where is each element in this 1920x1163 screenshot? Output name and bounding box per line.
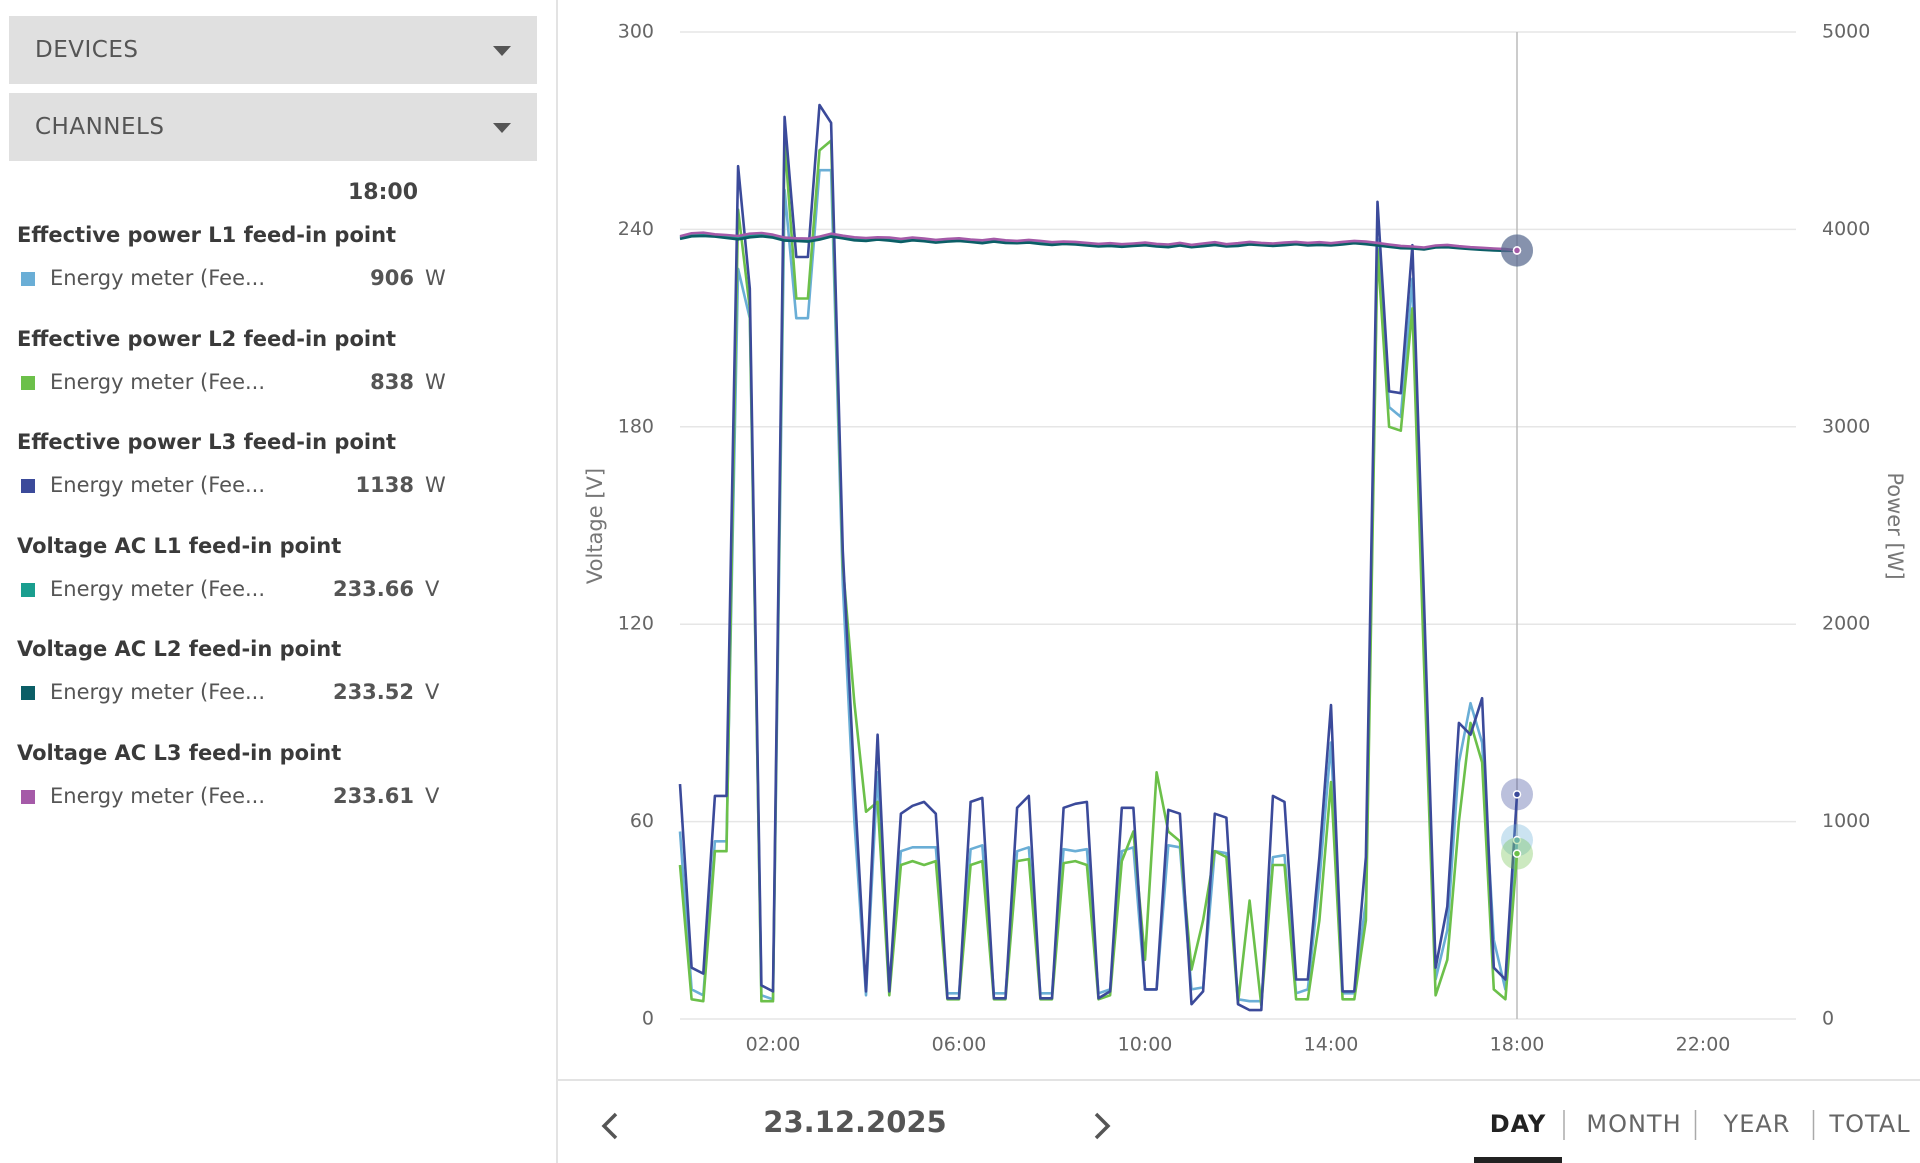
tab[interactable]: TOTAL bbox=[1828, 1110, 1910, 1138]
x-tick-label: 10:00 bbox=[1118, 1034, 1173, 1056]
legend-swatch bbox=[21, 375, 35, 390]
legend-value: 233.66 bbox=[332, 576, 414, 601]
legend-title: Effective power L1 feed-in point bbox=[17, 223, 397, 247]
y-tick-label: 180 bbox=[618, 415, 654, 437]
series-line bbox=[678, 168, 1519, 1003]
hover-dot bbox=[1512, 849, 1522, 858]
hover-dot bbox=[1512, 790, 1522, 799]
x-tick-label: 14:00 bbox=[1304, 1034, 1359, 1056]
hover-dot bbox=[1512, 835, 1522, 845]
series-line bbox=[678, 103, 1519, 1012]
y-axis-title: Voltage [V] bbox=[583, 468, 607, 584]
y2-tick-label: 2000 bbox=[1822, 613, 1870, 635]
active-underline bbox=[1474, 1157, 1562, 1163]
legend-swatch bbox=[21, 582, 35, 597]
legend-device: Energy meter (Fee... bbox=[50, 576, 266, 601]
legend-value: 906 bbox=[370, 266, 414, 290]
legend-unit: W bbox=[425, 266, 446, 290]
y-tick-label: 120 bbox=[618, 613, 654, 635]
series-line bbox=[678, 139, 1519, 1007]
legend-value: 838 bbox=[370, 369, 414, 394]
legend-swatch bbox=[21, 686, 35, 701]
y-tick-label: 240 bbox=[618, 218, 654, 240]
series-line bbox=[679, 231, 1518, 252]
y-tick-label: 60 bbox=[630, 810, 654, 832]
legend-title: Voltage AC L3 feed-in point bbox=[17, 741, 342, 765]
date: 23.12.2025 bbox=[763, 1105, 946, 1139]
y-tick-label: 0 bbox=[642, 1008, 654, 1030]
prev-button[interactable] bbox=[601, 1112, 618, 1140]
hover-time: 18:00 bbox=[348, 180, 419, 205]
x-tick-label: 22:00 bbox=[1676, 1034, 1731, 1056]
legend-unit: W bbox=[425, 369, 446, 394]
x-tick-label: 06:00 bbox=[932, 1034, 987, 1056]
y2-tick-label: 0 bbox=[1822, 1008, 1834, 1030]
devices-dropdown[interactable]: DEVICES bbox=[9, 16, 537, 84]
legend-unit: V bbox=[425, 784, 440, 808]
y2-axis-title: Power [W] bbox=[1883, 472, 1907, 579]
y2-tick-label: 4000 bbox=[1822, 218, 1870, 240]
dropdown-arrow bbox=[493, 123, 511, 133]
legend-swatch bbox=[21, 479, 35, 494]
legend-device: Energy meter (Fee... bbox=[50, 266, 266, 290]
next-button[interactable] bbox=[1094, 1112, 1111, 1140]
legend-title: Voltage AC L2 feed-in point bbox=[17, 637, 342, 662]
y-tick-label: 300 bbox=[618, 21, 654, 43]
y2-tick-label: 5000 bbox=[1822, 21, 1870, 43]
x-tick-label: 02:00 bbox=[746, 1034, 801, 1056]
y2-tick-label: 1000 bbox=[1822, 810, 1870, 832]
hover-dot bbox=[1512, 246, 1522, 255]
channels-dropdown[interactable]: CHANNELS bbox=[9, 93, 537, 161]
devices-label: DEVICES bbox=[35, 37, 139, 63]
legend-title: Effective power L2 feed-in point bbox=[17, 326, 397, 351]
legend-title: Effective power L3 feed-in point bbox=[17, 430, 397, 455]
legend-value: 233.61 bbox=[332, 784, 414, 808]
legend-unit: V bbox=[425, 680, 440, 705]
legend-device: Energy meter (Fee... bbox=[50, 473, 266, 498]
y2-tick-label: 3000 bbox=[1822, 415, 1870, 437]
legend-title: Voltage AC L1 feed-in point bbox=[17, 533, 342, 558]
legend-device: Energy meter (Fee... bbox=[50, 680, 266, 705]
legend-value: 1138 bbox=[355, 473, 414, 498]
channels-label: CHANNELS bbox=[35, 114, 165, 140]
dropdown-arrow bbox=[493, 46, 511, 56]
x-tick-label: 18:00 bbox=[1490, 1034, 1545, 1056]
legend-device: Energy meter (Fee... bbox=[50, 784, 266, 808]
series-line bbox=[679, 234, 1518, 253]
legend-swatch bbox=[21, 790, 35, 804]
legend-unit: W bbox=[425, 473, 446, 498]
legend-swatch bbox=[21, 272, 35, 286]
tab[interactable]: DAY bbox=[1490, 1110, 1547, 1138]
legend-value: 233.52 bbox=[332, 680, 414, 705]
legend-unit: V bbox=[425, 576, 440, 601]
tab[interactable]: MONTH bbox=[1586, 1110, 1681, 1138]
tab[interactable]: YEAR bbox=[1723, 1110, 1791, 1138]
legend-device: Energy meter (Fee... bbox=[50, 369, 266, 394]
